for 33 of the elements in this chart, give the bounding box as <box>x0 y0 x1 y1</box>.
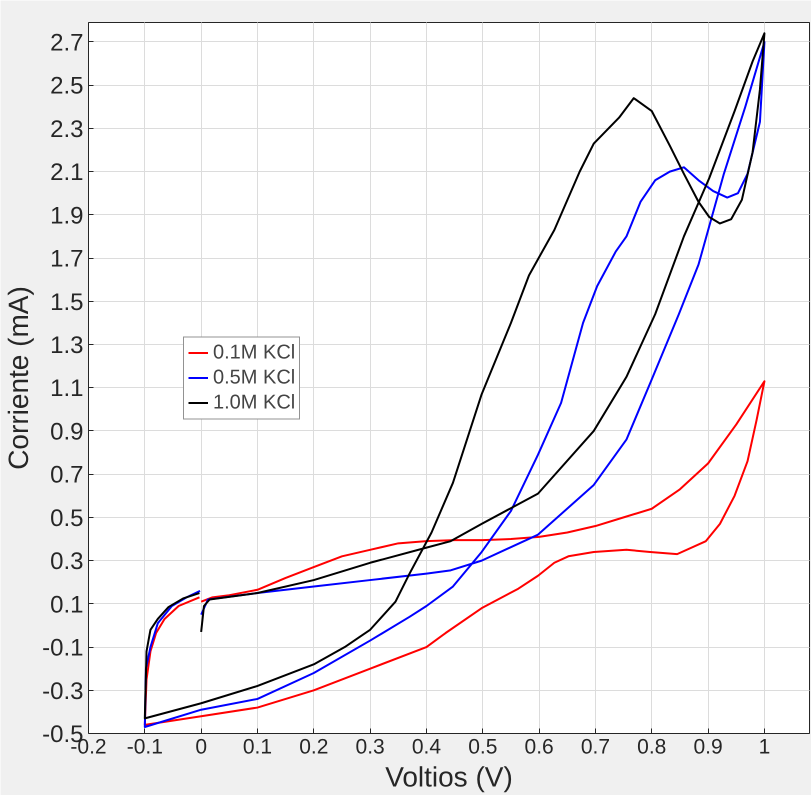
y-tick-label: 1.1 <box>50 375 84 402</box>
y-tick-label: 0.3 <box>50 548 84 576</box>
y-tick-label: 1.3 <box>50 332 84 360</box>
x-tick-label: 0.7 <box>580 736 610 758</box>
x-tick-label: 0.2 <box>299 736 328 758</box>
y-tick-label: 0.9 <box>50 418 84 446</box>
x-tick-label: 0.4 <box>412 736 442 758</box>
y-tick-label: -0.3 <box>42 678 84 705</box>
y-tick-label: 2.3 <box>50 116 84 143</box>
y-tick-label: 1.7 <box>50 246 84 273</box>
x-tick-label: 0.9 <box>694 736 723 758</box>
y-tick-label: 1.5 <box>50 288 84 316</box>
x-tick-label: 0 <box>195 736 208 758</box>
x-tick-label: -0.1 <box>126 736 163 758</box>
y-tick-label: 1.9 <box>50 202 84 230</box>
y-axis-title: Corriente (mA) <box>3 286 34 470</box>
y-tick-label: 2.7 <box>50 29 84 56</box>
x-axis-title: Voltios (V) <box>385 762 513 792</box>
legend-label: 0.1M KCl <box>213 341 296 364</box>
x-tick-label: 0.5 <box>468 736 498 758</box>
y-tick-label: 0.5 <box>50 504 84 532</box>
x-tick-label: 0.6 <box>524 736 554 758</box>
x-tick-label: 0.1 <box>242 736 272 758</box>
x-tick-label: 0.3 <box>356 736 385 758</box>
y-tick-label: -0.1 <box>42 634 84 662</box>
x-tick-label: 0.8 <box>637 736 666 758</box>
legend-label: 0.5M KCl <box>213 366 296 389</box>
legend-label: 1.0M KCl <box>213 391 296 414</box>
y-tick-label: 0.7 <box>50 462 84 489</box>
x-tick-label: 1 <box>758 736 770 758</box>
y-tick-label: 2.5 <box>50 72 84 100</box>
y-tick-label: 2.1 <box>50 159 84 186</box>
y-tick-label: 0.1 <box>50 591 84 618</box>
